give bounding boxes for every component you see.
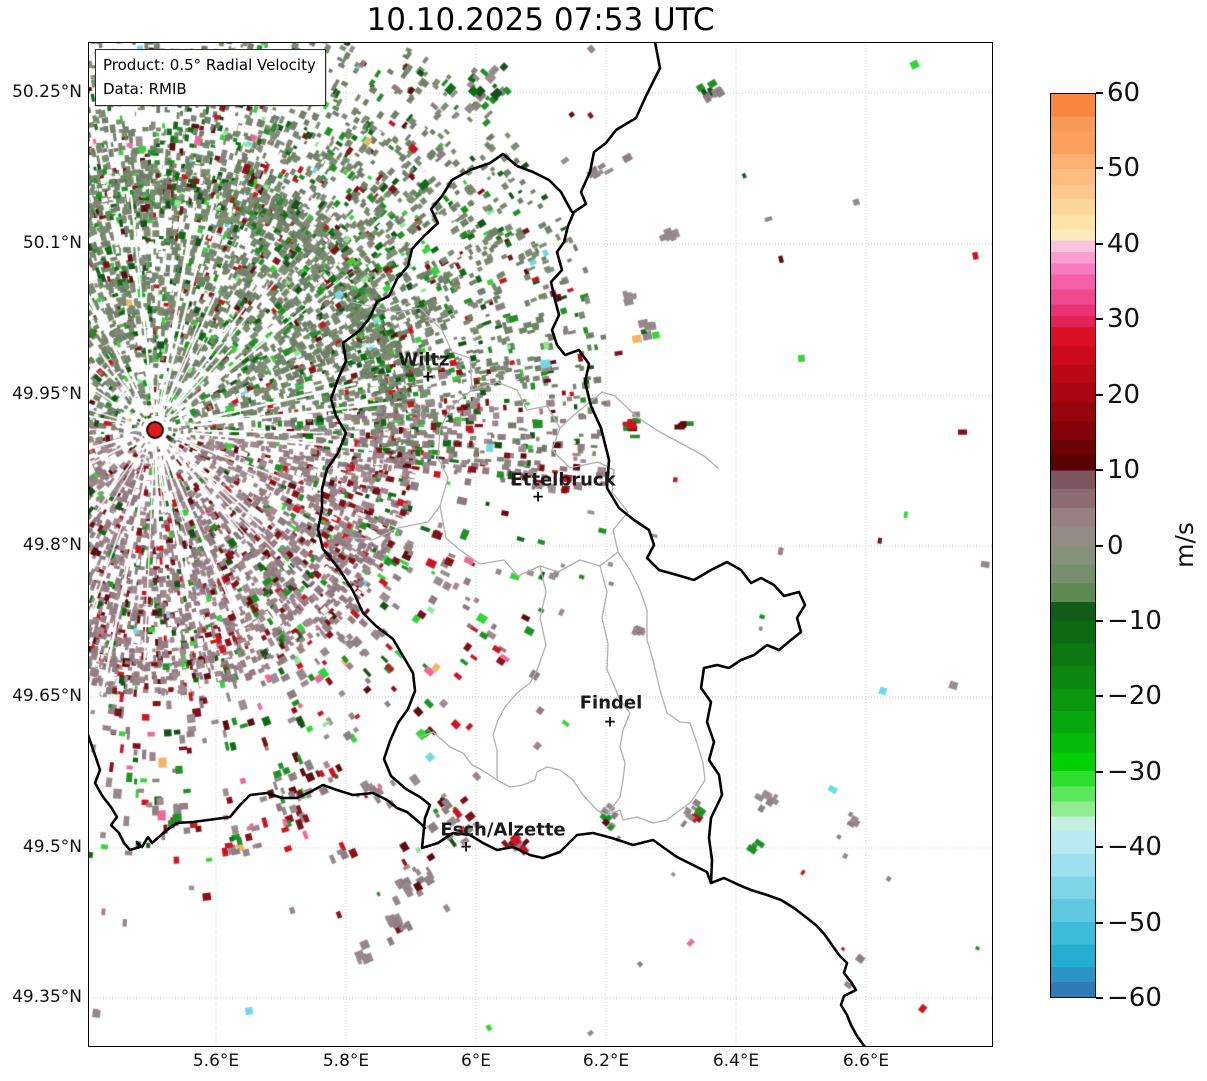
colorbar-tick-label: 0 xyxy=(1107,530,1124,561)
colorbar-tick-label: −60 xyxy=(1107,983,1162,1013)
lat-tick-label: 49.5°N xyxy=(22,837,82,857)
colorbar-tick-mark xyxy=(1096,997,1103,999)
colorbar xyxy=(1050,93,1096,998)
lat-tick-label: 49.8°N xyxy=(22,535,82,555)
internal-border xyxy=(599,565,609,671)
borders-layer xyxy=(88,42,867,1047)
internal-border xyxy=(492,669,538,781)
lon-tick-label: 6.6°E xyxy=(842,1051,890,1071)
lon-tick-label: 5.6°E xyxy=(192,1051,240,1071)
lon-tick-label: 6.4°E xyxy=(712,1051,760,1071)
colorbar-tick-mark xyxy=(1096,544,1103,547)
internal-border xyxy=(536,565,547,671)
colorbar-tick-label: −40 xyxy=(1107,832,1162,863)
colorbar-tick-label: 50 xyxy=(1107,153,1141,184)
colorbar-tick-mark xyxy=(1096,318,1103,321)
internal-border xyxy=(439,381,629,577)
colorbar-tick-label: −50 xyxy=(1107,907,1162,938)
country-border xyxy=(316,161,713,885)
lon-tick-label: 5.8°E xyxy=(322,1051,370,1071)
data-source-label: Data: RMIB xyxy=(103,80,187,98)
lat-tick-label: 49.95°N xyxy=(12,384,82,404)
map-plot: Wiltz + Ettelbruck + Findel + Esch/Alzette + xyxy=(88,42,993,1047)
internal-border xyxy=(419,551,706,824)
colorbar-tick-mark xyxy=(1096,92,1103,94)
country-border xyxy=(549,42,867,1047)
country-border xyxy=(88,733,427,852)
colorbar-tick-mark xyxy=(1096,393,1103,396)
lon-tick-label: 6.2°E xyxy=(582,1051,630,1071)
lat-tick-label: 49.65°N xyxy=(12,686,82,706)
colorbar-tick-mark xyxy=(1096,846,1103,849)
colorbar-tick-mark xyxy=(1096,770,1103,773)
colorbar-tick-label: 40 xyxy=(1107,228,1141,259)
colorbar-tick-label: 60 xyxy=(1107,78,1141,108)
internal-border xyxy=(559,391,719,469)
product-label: Product: 0.5° Radial Velocity xyxy=(103,56,316,74)
colorbar-tick-label: 20 xyxy=(1107,379,1141,410)
colorbar-tick-mark xyxy=(1096,167,1103,170)
country-border xyxy=(488,152,574,214)
lat-tick-label: 49.35°N xyxy=(12,987,82,1007)
colorbar-tick-label: −30 xyxy=(1107,756,1162,787)
colorbar-unit-label: m/s xyxy=(1169,522,1199,568)
colorbar-tick-mark xyxy=(1096,242,1103,245)
page-title: 10.10.2025 07:53 UTC xyxy=(366,2,715,38)
lat-tick-label: 50.1°N xyxy=(22,233,82,253)
colorbar-tick-label: 10 xyxy=(1107,455,1141,486)
colorbar-tick-mark xyxy=(1096,695,1103,698)
colorbar-tick-mark xyxy=(1096,469,1103,472)
colorbar-tick-label: −10 xyxy=(1107,605,1162,636)
colorbar-tick-mark xyxy=(1096,921,1103,924)
colorbar-tick-label: −20 xyxy=(1107,681,1162,712)
internal-border xyxy=(347,301,473,541)
lon-tick-label: 6°E xyxy=(460,1051,492,1071)
product-info-box: Product: 0.5° Radial Velocity Data: RMIB xyxy=(95,49,326,106)
internal-border xyxy=(606,669,631,816)
colorbar-tick-label: 30 xyxy=(1107,304,1141,335)
radar-echoes-layer xyxy=(88,42,993,1047)
colorbar-tick-mark xyxy=(1096,619,1103,622)
lat-tick-label: 50.25°N xyxy=(12,82,82,102)
